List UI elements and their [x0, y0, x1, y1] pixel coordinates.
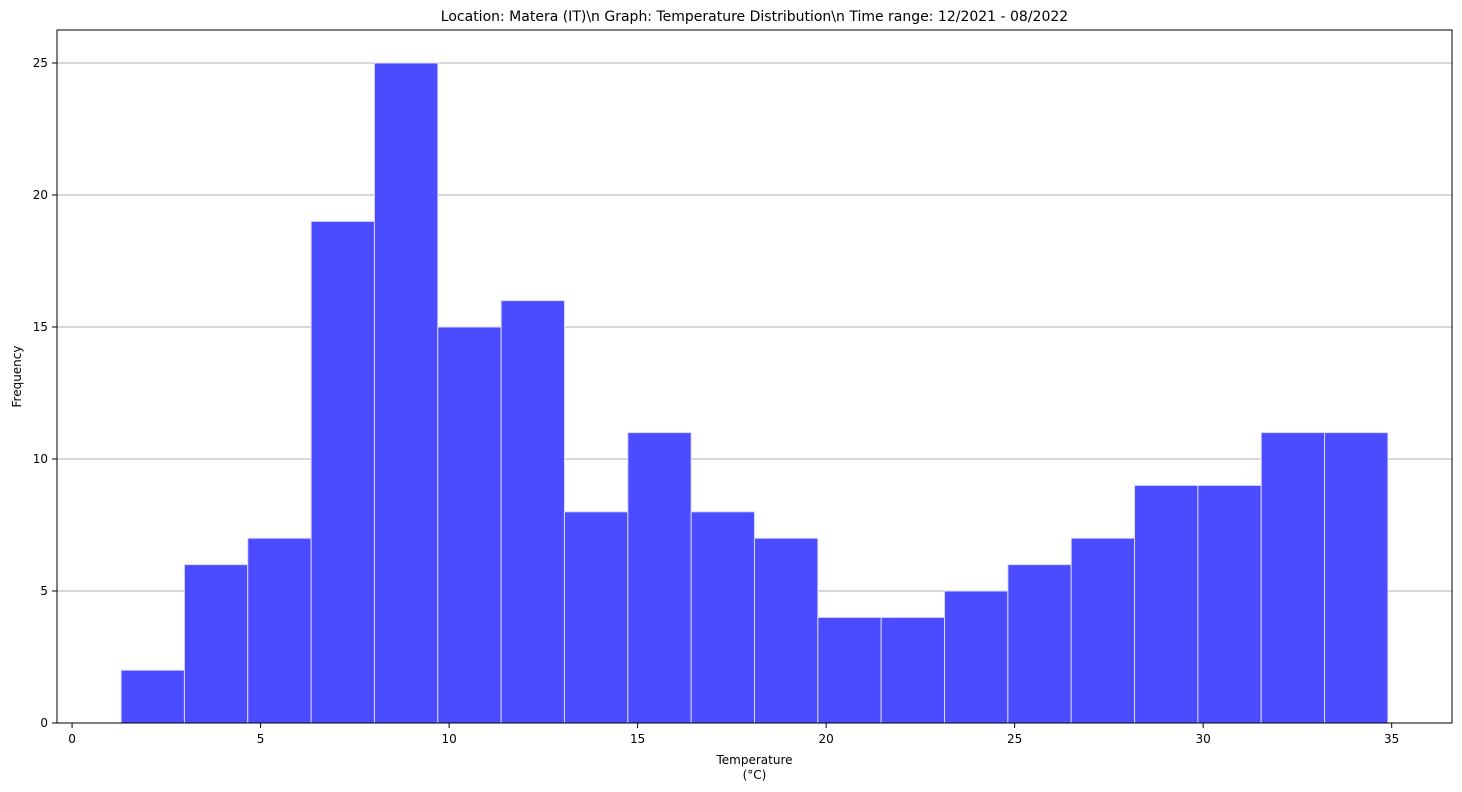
histogram-bar-9: [627, 432, 692, 724]
histogram-bar-12: [817, 616, 882, 724]
histogram-bar-18: [1197, 484, 1262, 724]
x-axis-label-line-1: Temperature: [715, 753, 792, 767]
histogram-bar-20: [1324, 432, 1389, 724]
histogram-bar-14: [944, 590, 1009, 724]
chart-title: Location: Matera (IT)\n Graph: Temperatu…: [441, 9, 1068, 25]
histogram-bar-3: [247, 537, 312, 724]
y-axis-label: Frequency: [10, 346, 24, 408]
x-tick-label: 10: [441, 732, 456, 746]
histogram-bar-1: [120, 669, 185, 724]
y-axis-ticks: 0 5 10 15 20 25: [33, 56, 57, 730]
y-tick-label: 0: [40, 716, 48, 730]
x-axis-ticks: 0 5 10 15 20 25 30 35: [68, 723, 1399, 746]
histogram-bar-17: [1134, 484, 1199, 724]
y-tick-label: 15: [33, 320, 48, 334]
histogram-bar-4: [310, 220, 375, 724]
histogram-bars: [120, 62, 1389, 724]
x-tick-label: 0: [68, 732, 76, 746]
histogram-bar-19: [1260, 432, 1326, 724]
histogram-bar-16: [1070, 537, 1136, 724]
histogram-bar-11: [754, 537, 819, 724]
x-tick-label: 15: [630, 732, 645, 746]
histogram-bar-15: [1007, 564, 1072, 724]
x-axis-label-line-2: (°C): [743, 768, 767, 782]
plot-frame: [56, 29, 1453, 724]
x-tick-label: 25: [1007, 732, 1022, 746]
y-tick-label: 10: [33, 452, 48, 466]
histogram-bar-7: [500, 300, 565, 724]
y-tick-label: 20: [33, 188, 48, 202]
x-tick-label: 30: [1196, 732, 1211, 746]
histogram-bar-6: [437, 326, 502, 724]
histogram-bar-8: [563, 511, 629, 724]
y-tick-label: 5: [40, 584, 48, 598]
x-tick-label: 20: [818, 732, 833, 746]
histogram-bar-2: [183, 564, 249, 724]
x-tick-label: 5: [257, 732, 265, 746]
histogram-bar-13: [880, 616, 946, 724]
histogram-bar-5: [373, 62, 439, 724]
histogram-bar-10: [690, 511, 756, 724]
x-tick-label: 35: [1384, 732, 1399, 746]
y-tick-label: 25: [33, 56, 48, 70]
